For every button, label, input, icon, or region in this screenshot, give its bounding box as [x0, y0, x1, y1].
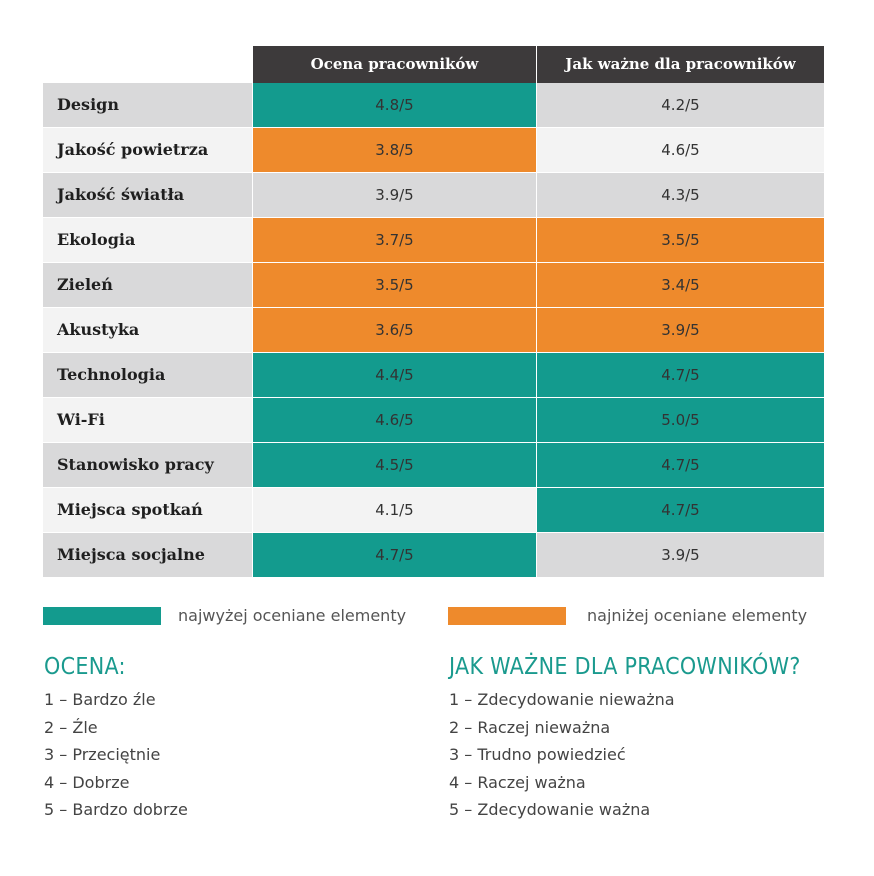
cell-ocena-value: 3.9/5 [253, 173, 536, 217]
cell-jak-wazne-value: 4.2/5 [537, 83, 824, 127]
column-header-ocena: Ocena pracowników [253, 46, 536, 83]
rating-scale-item: 4 – Dobrze [44, 772, 130, 792]
legend: najwyżej oceniane elementy najniżej ocen… [0, 606, 874, 627]
table-row: Ekologia 3.7/5 3.5/5 [43, 218, 824, 263]
legend-swatch-highest [43, 607, 161, 625]
row-category-label: Jakość powietrza [43, 128, 252, 172]
importance-scale: JAK WAŻNE DLA PRACOWNIKÓW? 1 – Zdecydowa… [449, 654, 801, 824]
importance-scale-item: 3 – Trudno powiedzieć [449, 745, 626, 764]
table-row: Jakość powietrza 3.8/5 4.6/5 [43, 128, 824, 173]
column-header-jak-wazne: Jak ważne dla pracowników [537, 46, 824, 83]
cell-jak-wazne-value: 4.7/5 [537, 353, 824, 397]
cell-ocena-value: 3.7/5 [253, 218, 536, 262]
table-row: Miejsca spotkań 4.1/5 4.7/5 [43, 488, 824, 533]
cell-jak-wazne-value: 4.7/5 [537, 443, 824, 487]
table-row: Zieleń 3.5/5 3.4/5 [43, 263, 824, 308]
table-row: Jakość światła 3.9/5 4.3/5 [43, 173, 824, 218]
cell-jak-wazne-value: 4.6/5 [537, 128, 824, 172]
table-body: Design 4.8/5 4.2/5 Jakość powietrza 3.8/5 4.6… [43, 83, 824, 578]
importance-scale-item: 5 – Zdecydowanie ważna [449, 800, 651, 819]
row-category-label: Zieleń [43, 263, 252, 307]
row-category-label: Technologia [43, 353, 252, 397]
row-category-label: Stanowisko pracy [43, 443, 252, 487]
row-category-label: Akustyka [43, 308, 252, 352]
cell-jak-wazne-value: 3.9/5 [537, 533, 824, 577]
rating-scale-item: 3 – Przeciętnie [44, 745, 161, 764]
table-header-row: Ocena pracowników Jak ważne dla pracowni… [43, 46, 824, 83]
table-row: Design 4.8/5 4.2/5 [43, 83, 824, 128]
table-row: Stanowisko pracy 4.5/5 4.7/5 [43, 443, 824, 488]
importance-scale-item: 1 – Zdecydowanie nieważna [449, 690, 675, 709]
cell-ocena-value: 3.8/5 [253, 128, 536, 172]
cell-ocena-value: 3.5/5 [253, 263, 536, 307]
legend-swatch-lowest [448, 607, 566, 625]
cell-jak-wazne-value: 4.3/5 [537, 173, 824, 217]
legend-label-highest: najwyżej oceniane elementy [178, 606, 407, 625]
rating-scale-item: 2 – Źle [44, 717, 98, 737]
row-category-label: Wi-Fi [43, 398, 252, 442]
cell-ocena-value: 4.8/5 [253, 83, 536, 127]
table-row: Akustyka 3.6/5 3.9/5 [43, 308, 824, 353]
row-category-label: Miejsca spotkań [43, 488, 252, 532]
rating-scale-item: 1 – Bardzo źle [44, 690, 156, 709]
table-row: Wi-Fi 4.6/5 5.0/5 [43, 398, 824, 443]
legend-label-lowest: najniżej oceniane elementy [587, 606, 808, 625]
cell-ocena-value: 4.4/5 [253, 353, 536, 397]
cell-jak-wazne-value: 5.0/5 [537, 398, 824, 442]
table-row: Miejsca socjalne 4.7/5 3.9/5 [43, 533, 824, 578]
row-category-label: Ekologia [43, 218, 252, 262]
cell-jak-wazne-value: 4.7/5 [537, 488, 824, 532]
cell-ocena-value: 4.7/5 [253, 533, 536, 577]
importance-scale-item: 4 – Raczej ważna [449, 772, 586, 792]
row-category-label: Miejsca socjalne [43, 533, 252, 577]
cell-ocena-value: 4.6/5 [253, 398, 536, 442]
cell-ocena-value: 4.5/5 [253, 443, 536, 487]
cell-jak-wazne-value: 3.9/5 [537, 308, 824, 352]
cell-ocena-value: 3.6/5 [253, 308, 536, 352]
row-category-label: Design [43, 83, 252, 127]
cell-ocena-value: 4.1/5 [253, 488, 536, 532]
importance-scale-item: 2 – Raczej nieważna [449, 717, 611, 737]
rating-scale-title: OCENA: [44, 654, 126, 680]
row-category-label: Jakość światła [43, 173, 252, 217]
cell-jak-wazne-value: 3.5/5 [537, 218, 824, 262]
rating-scale: OCENA: 1 – Bardzo źle 2 – Źle 3 – Przeci… [44, 654, 188, 824]
comparison-table: Ocena pracowników Jak ważne dla pracowni… [43, 46, 824, 578]
importance-scale-title: JAK WAŻNE DLA PRACOWNIKÓW? [449, 654, 801, 680]
cell-jak-wazne-value: 3.4/5 [537, 263, 824, 307]
rating-scale-item: 5 – Bardzo dobrze [44, 800, 188, 819]
table-row: Technologia 4.4/5 4.7/5 [43, 353, 824, 398]
